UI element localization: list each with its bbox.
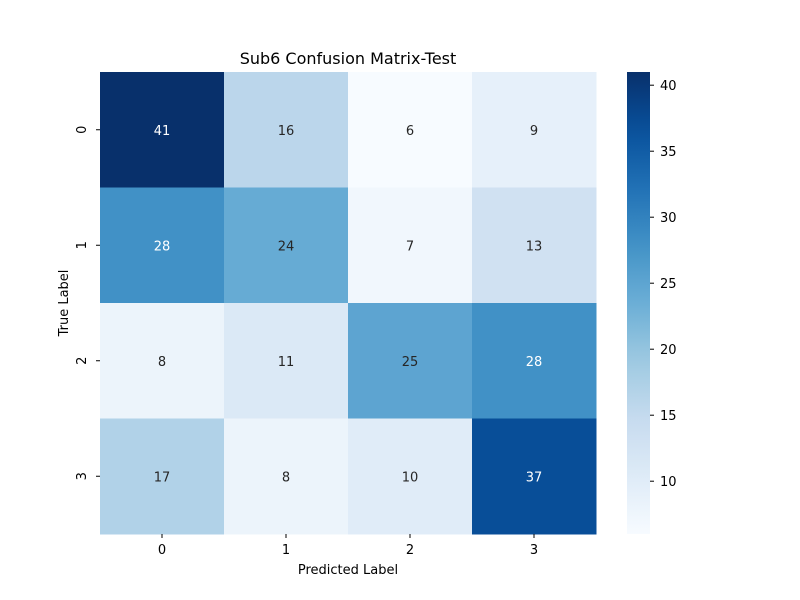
cell-value-label: 17 [154,470,171,485]
y-tick-label: 1 [75,241,90,249]
colorbar-ticks: 10 15 20 25 30 35 40 [650,79,677,490]
x-tick-label: 1 [282,543,290,558]
heatmap-cell [472,303,597,419]
y-axis-ticks: 0 1 2 3 [75,126,100,480]
cell-value-label: 24 [278,239,295,254]
heatmap-cell [348,72,473,188]
heatmap-cell [224,303,349,419]
cell-value-label: 25 [402,355,419,370]
y-tick-label: 3 [75,472,90,480]
heatmap-cell [348,303,473,419]
x-axis-ticks: 0 1 2 3 [158,534,538,558]
x-tick-label: 3 [530,543,538,558]
cell-value-label: 28 [154,239,171,254]
cell-value-label: 13 [526,239,543,254]
heatmap-cell [472,72,597,188]
heatmap-cells: 41 16 6 9 28 24 7 13 8 11 25 28 17 8 10 37 [100,72,597,535]
heatmap-cell [100,187,225,304]
heatmap-cell [100,303,225,419]
heatmap-cell [224,72,349,188]
heatmap-cell [224,187,349,304]
cell-value-label: 41 [154,124,171,139]
heatmap-cell [224,418,349,535]
colorbar-tick-label: 10 [660,475,677,490]
cell-value-label: 9 [530,124,538,139]
colorbar-tick-label: 15 [660,409,677,424]
cell-value-label: 16 [278,124,295,139]
cell-value-label: 11 [278,355,295,370]
cell-value-label: 6 [406,124,414,139]
cell-value-label: 28 [526,355,543,370]
heatmap-cell [472,418,597,535]
y-axis-label: True Label [57,270,72,338]
x-axis-label: Predicted Label [298,563,398,578]
chart-title: Sub6 Confusion Matrix-Test [240,49,457,68]
x-tick-label: 0 [158,543,166,558]
cell-value-label: 37 [526,470,543,485]
cell-value-label: 7 [406,239,414,254]
heatmap-cell [348,187,473,304]
colorbar-tick-label: 40 [660,79,677,94]
y-tick-label: 0 [75,126,90,134]
heatmap-cell [100,72,225,188]
heatmap-cell [472,187,597,304]
x-tick-label: 2 [406,543,414,558]
colorbar [627,72,650,534]
colorbar-tick-label: 20 [660,343,677,358]
heatmap-cell [348,418,473,535]
colorbar-tick-label: 30 [660,211,677,226]
cell-value-label: 10 [402,470,419,485]
colorbar-tick-label: 35 [660,145,677,160]
heatmap-cell [100,418,225,535]
cell-value-label: 8 [158,355,166,370]
y-tick-label: 2 [75,357,90,365]
cell-value-label: 8 [282,470,290,485]
colorbar-tick-label: 25 [660,277,677,292]
